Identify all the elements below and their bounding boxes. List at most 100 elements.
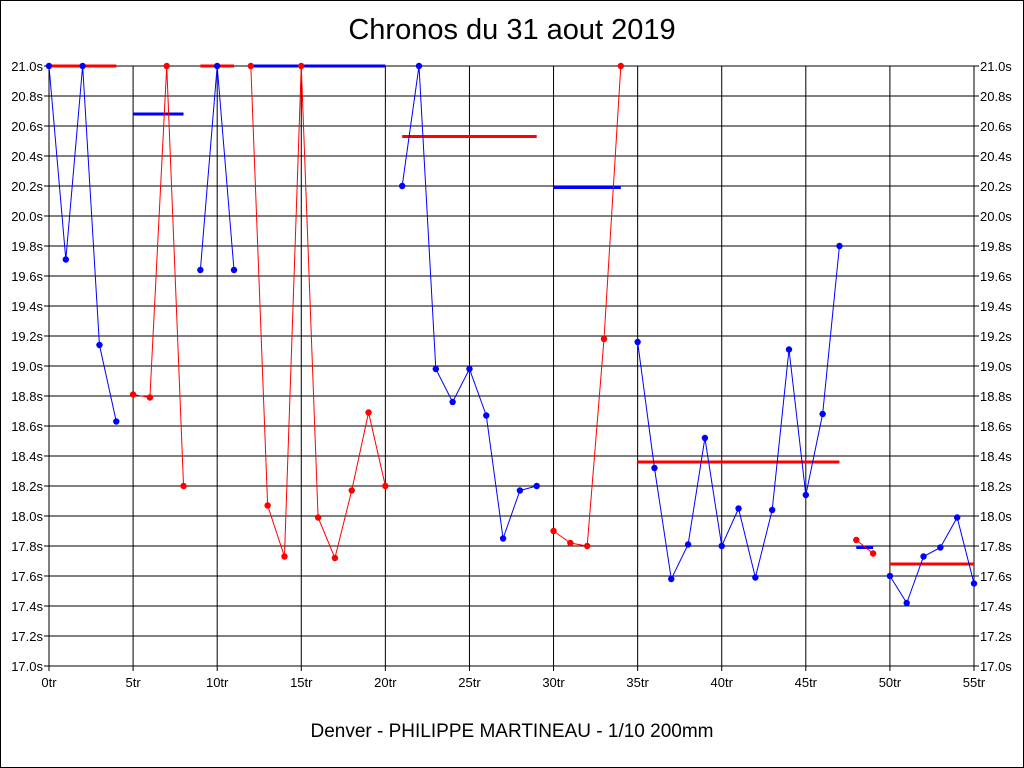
data-point: [298, 62, 305, 70]
y-tick-label-left: 20.4s: [11, 149, 43, 164]
y-tick-label-left: 18.4s: [11, 449, 43, 464]
data-point: [466, 365, 473, 373]
data-point: [213, 62, 221, 70]
data-point: [398, 182, 406, 190]
y-tick-label-right: 20.0s: [980, 209, 1012, 224]
y-tick-label-left: 17.4s: [11, 599, 43, 614]
x-tick-label: 55tr: [963, 675, 986, 690]
data-point: [567, 539, 574, 547]
data-point: [79, 62, 86, 70]
data-point: [415, 62, 423, 70]
axes: [44, 65, 979, 671]
grid: [48, 65, 975, 667]
data-point: [550, 527, 557, 535]
data-point: [45, 62, 53, 70]
x-tick-label: 35tr: [626, 675, 649, 690]
average-lines: [49, 64, 974, 566]
y-tick-label-left: 19.0s: [11, 359, 43, 374]
y-tick-label-left: 18.0s: [11, 509, 43, 524]
y-tick-label-left: 19.2s: [11, 329, 43, 344]
data-point: [819, 410, 826, 418]
data-point: [953, 514, 961, 521]
data-point: [617, 62, 625, 70]
data-point: [869, 550, 877, 557]
y-tick-label-right: 18.6s: [980, 419, 1012, 434]
x-tick-label: 15tr: [290, 675, 313, 690]
y-tick-label-right: 17.6s: [980, 569, 1012, 584]
chart-subtitle: Denver - PHILIPPE MARTINEAU - 1/10 200mm: [310, 721, 714, 742]
x-tick-label: 20tr: [374, 675, 397, 690]
data-point: [62, 256, 70, 263]
data-point: [651, 464, 658, 472]
y-tick-label-left: 20.2s: [11, 179, 43, 194]
data-point: [281, 553, 288, 560]
data-point: [382, 482, 389, 490]
series-line: [250, 65, 386, 560]
y-tick-label-right: 18.0s: [980, 509, 1012, 524]
data-point: [684, 541, 692, 548]
data-point: [96, 341, 103, 349]
y-tick-label-left: 18.6s: [11, 419, 43, 434]
y-tick-label-left: 20.0s: [11, 209, 43, 224]
data-point: [365, 409, 372, 416]
series-group: [45, 62, 978, 607]
data-point: [197, 266, 204, 274]
data-point: [499, 535, 507, 542]
x-tick-label: 30tr: [542, 675, 565, 690]
y-tick-label-left: 17.6s: [11, 569, 43, 584]
y-tick-label-right: 19.2s: [980, 329, 1012, 344]
y-tick-label-right: 19.6s: [980, 269, 1012, 284]
y-tick-label-left: 20.6s: [11, 119, 43, 134]
x-tick-label: 10tr: [206, 675, 229, 690]
y-tick-label-right: 19.0s: [980, 359, 1012, 374]
data-point: [129, 391, 137, 398]
chart-title: Chronos du 31 aout 2019: [348, 14, 676, 46]
x-tick-label: 50tr: [879, 675, 902, 690]
x-tick-label: 45tr: [795, 675, 818, 690]
y-tick-label-left: 19.4s: [11, 299, 43, 314]
data-point: [348, 487, 355, 494]
series-line: [889, 516, 975, 605]
data-point: [634, 338, 641, 346]
series-line: [48, 65, 117, 422]
data-point: [516, 487, 524, 494]
data-point: [752, 574, 759, 581]
y-tick-label-left: 20.8s: [11, 89, 43, 104]
data-point: [163, 62, 170, 70]
data-point: [230, 266, 238, 274]
y-tick-label-right: 19.4s: [980, 299, 1012, 314]
y-tick-label-right: 18.4s: [980, 449, 1012, 464]
y-tick-label-right: 19.8s: [980, 239, 1012, 254]
y-tick-label-right: 20.4s: [980, 149, 1012, 164]
y-tick-label-right: 17.0s: [980, 659, 1012, 674]
data-point: [432, 365, 440, 373]
data-point: [718, 542, 725, 550]
data-point: [937, 544, 944, 551]
data-point: [533, 482, 540, 490]
data-point: [600, 335, 608, 343]
data-point: [768, 506, 776, 514]
y-tick-label-left: 19.6s: [11, 269, 43, 284]
data-point: [449, 398, 456, 406]
y-tick-label-left: 18.8s: [11, 389, 43, 404]
data-point: [668, 575, 675, 583]
y-tick-label-left: 17.8s: [11, 539, 43, 554]
y-tick-label-right: 20.6s: [980, 119, 1012, 134]
data-point: [836, 242, 843, 250]
data-point: [903, 599, 910, 607]
x-tick-label: 5tr: [126, 675, 142, 690]
y-tick-label-right: 17.4s: [980, 599, 1012, 614]
data-point: [247, 62, 255, 70]
data-point: [970, 580, 978, 587]
y-tick-label-right: 17.2s: [980, 629, 1012, 644]
y-tick-label-right: 18.2s: [980, 479, 1012, 494]
data-point: [314, 514, 322, 521]
data-point: [180, 482, 187, 490]
data-point: [264, 502, 271, 509]
data-point: [785, 346, 793, 353]
data-point: [146, 394, 154, 401]
plot-border: [48, 65, 975, 667]
series-line: [133, 65, 185, 487]
data-point: [853, 536, 860, 544]
